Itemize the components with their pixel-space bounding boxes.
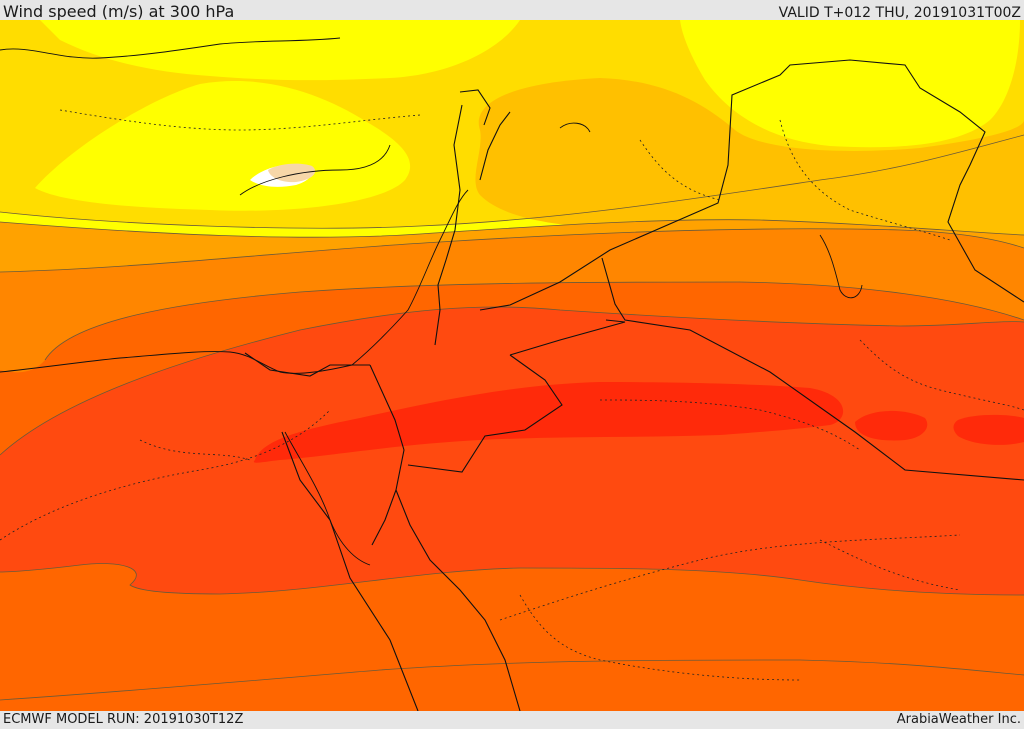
contour-lines <box>0 134 1024 701</box>
band-1-island-north <box>40 20 520 81</box>
country-borders <box>244 59 1024 711</box>
wind-speed-map <box>0 20 1024 711</box>
admin-borders <box>0 109 1024 681</box>
coastlines <box>0 37 863 566</box>
model-run-label: ECMWF MODEL RUN: 20191030T12Z <box>3 712 244 727</box>
band-1-island-east <box>680 20 1020 148</box>
band-1-island-west <box>35 80 411 211</box>
credit-label: ArabiaWeather Inc. <box>896 712 1021 727</box>
band-8-core <box>253 382 844 463</box>
band-8-east-b <box>953 414 1024 445</box>
band-7 <box>0 306 1024 595</box>
band-8-east-a <box>855 410 928 441</box>
footer-bar: ECMWF MODEL RUN: 20191030T12Z ArabiaWeat… <box>0 711 1024 729</box>
header-bar: Wind speed (m/s) at 300 hPa VALID T+012 … <box>0 0 1024 21</box>
map-title: Wind speed (m/s) at 300 hPa <box>3 2 235 21</box>
valid-time: VALID T+012 THU, 20191031T00Z <box>778 5 1021 21</box>
band-3 <box>475 78 1024 260</box>
